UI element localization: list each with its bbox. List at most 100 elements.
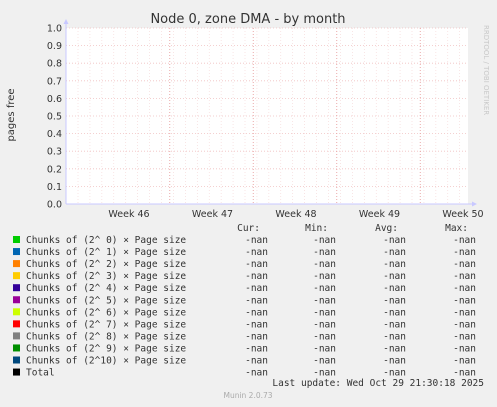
legend-swatch: [13, 236, 20, 243]
y-tick-label: 0.6: [47, 94, 62, 105]
legend-value: -nan: [313, 319, 336, 330]
chart-title: Node 0, zone DMA - by month: [150, 12, 345, 27]
legend-value: -nan: [245, 259, 268, 270]
legend-header: Min:: [305, 223, 328, 234]
legend-swatch: [13, 368, 20, 376]
rrdtool-watermark: RRDTOOL / TOBI OETIKER: [482, 25, 490, 115]
legend-value: -nan: [313, 271, 336, 282]
munin-version: Munin 2.0.73: [223, 391, 272, 400]
legend-value: -nan: [383, 356, 406, 367]
legend-swatch: [13, 284, 20, 292]
y-tick-label: 0.3: [47, 147, 62, 158]
y-tick-label: 0.9: [47, 41, 62, 52]
x-tick-label: Week 48: [275, 209, 316, 220]
legend-value: -nan: [453, 331, 476, 342]
legend-value: -nan: [453, 295, 476, 306]
y-tick-labels: 0.0 0.1 0.2 0.3 0.4 0.5 0.6 0.7 0.8 0.9 1.0: [47, 24, 62, 211]
legend-series-name: Chunks of (2^ 8) × Page size: [26, 331, 186, 342]
legend-value: -nan: [453, 235, 476, 246]
legend-value: -nan: [245, 331, 268, 342]
legend-value: -nan: [313, 343, 336, 354]
legend-value: -nan: [383, 307, 406, 318]
legend-swatch: [13, 320, 20, 328]
legend-value: -nan: [245, 283, 268, 294]
legend-series-name: Chunks of (2^ 3) × Page size: [26, 271, 186, 282]
legend-value: -nan: [245, 295, 268, 306]
legend-value: -nan: [313, 295, 336, 306]
legend-value: -nan: [453, 283, 476, 294]
legend-value: -nan: [383, 319, 406, 330]
legend-value: -nan: [313, 368, 336, 379]
y-tick-label: 0.1: [47, 182, 62, 193]
legend-value: -nan: [313, 259, 336, 270]
legend-value: -nan: [453, 356, 476, 367]
legend-value: -nan: [245, 235, 268, 246]
legend-swatch: [13, 248, 20, 256]
legend-value: -nan: [453, 343, 476, 354]
legend-value: -nan: [383, 283, 406, 294]
x-tick-label: Week 49: [359, 209, 400, 220]
legend-value: -nan: [245, 356, 268, 367]
legend-series-name: Chunks of (2^ 4) × Page size: [26, 283, 186, 294]
legend-value: -nan: [383, 343, 406, 354]
legend-value: -nan: [313, 247, 336, 258]
legend-header: Avg:: [375, 223, 398, 234]
legend-value: -nan: [383, 331, 406, 342]
legend-value: -nan: [383, 295, 406, 306]
legend: Cur: Min: Avg: Max: Chunks of (2^ 0) × Page …: [13, 223, 476, 379]
legend-swatch: [13, 344, 20, 352]
y-tick-label: 0.4: [47, 129, 62, 140]
y-axis-arrow: [63, 19, 69, 24]
legend-swatch: [13, 260, 20, 268]
legend-value: -nan: [383, 247, 406, 258]
legend-value: -nan: [453, 271, 476, 282]
legend-swatch: [13, 332, 20, 340]
x-tick-label: Week 50: [442, 209, 483, 220]
legend-swatch: [13, 308, 20, 316]
legend-value: -nan: [313, 283, 336, 294]
legend-series-name: Total: [26, 368, 55, 379]
legend-value: -nan: [383, 271, 406, 282]
legend-value: -nan: [245, 319, 268, 330]
legend-value: -nan: [245, 247, 268, 258]
y-tick-label: 0.2: [47, 164, 62, 175]
y-tick-label: 0.0: [47, 200, 62, 211]
legend-swatch: [13, 296, 20, 304]
legend-series-name: Chunks of (2^ 0) × Page size: [26, 235, 186, 246]
legend-series-name: Chunks of (2^ 2) × Page size: [26, 259, 186, 270]
legend-value: -nan: [245, 343, 268, 354]
legend-value: -nan: [245, 271, 268, 282]
legend-value: -nan: [453, 319, 476, 330]
x-axis-arrow: [472, 201, 477, 207]
legend-value: -nan: [313, 356, 336, 367]
legend-value: -nan: [453, 259, 476, 270]
y-tick-label: 1.0: [47, 24, 62, 35]
legend-value: -nan: [313, 331, 336, 342]
x-tick-labels: Week 46 Week 47 Week 48 Week 49 Week 50: [108, 209, 483, 220]
legend-series-name: Chunks of (2^ 5) × Page size: [26, 295, 186, 306]
y-tick-label: 0.8: [47, 59, 62, 70]
legend-value: -nan: [383, 235, 406, 246]
legend-header: Cur:: [237, 223, 260, 234]
legend-value: -nan: [453, 368, 476, 379]
axes: [63, 19, 477, 207]
legend-series-name: Chunks of (2^ 1) × Page size: [26, 247, 186, 258]
legend-value: -nan: [245, 307, 268, 318]
legend-swatch: [13, 272, 20, 280]
legend-value: -nan: [383, 259, 406, 270]
legend-value: -nan: [453, 307, 476, 318]
legend-value: -nan: [313, 235, 336, 246]
legend-value: -nan: [453, 247, 476, 258]
legend-series-name: Chunks of (2^ 9) × Page size: [26, 343, 186, 354]
x-tick-label: Week 47: [192, 209, 233, 220]
x-tick-label: Week 46: [108, 209, 149, 220]
legend-series-name: Chunks of (2^10) × Page size: [26, 356, 186, 367]
y-axis-label: pages free: [6, 88, 17, 141]
y-tick-label: 0.5: [47, 112, 62, 123]
legend-series-name: Chunks of (2^ 7) × Page size: [26, 319, 186, 330]
legend-value: -nan: [245, 368, 268, 379]
legend-header: Max:: [445, 223, 468, 234]
grid: [66, 27, 468, 204]
legend-swatch: [13, 356, 20, 364]
